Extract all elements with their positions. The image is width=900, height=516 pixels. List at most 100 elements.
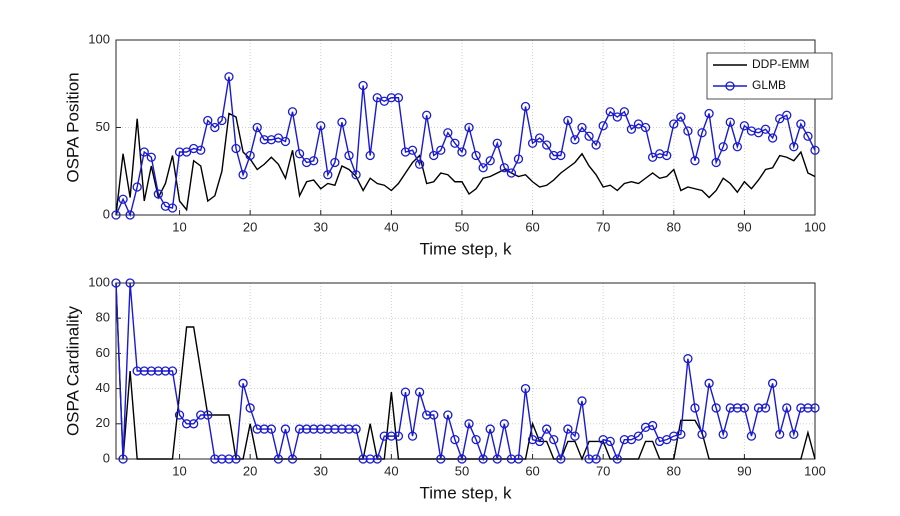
y-axis-label: OSPA Cardinality: [63, 305, 82, 436]
x-tick-label: 40: [384, 463, 398, 478]
point-marker: [386, 431, 397, 441]
point-marker: [450, 434, 460, 445]
point-marker: [478, 163, 488, 173]
point-marker: [111, 278, 121, 288]
point-marker: [767, 133, 778, 143]
point-marker: [309, 156, 319, 166]
point-marker: [393, 93, 404, 103]
point-marker: [167, 203, 178, 213]
point-marker: [612, 112, 622, 122]
point-marker: [471, 150, 481, 161]
point-marker: [139, 147, 149, 157]
point-marker: [330, 424, 340, 434]
point-marker: [450, 138, 460, 148]
point-marker: [506, 454, 517, 464]
point-marker: [718, 429, 728, 440]
point-marker: [252, 424, 262, 434]
x-tick-label: 80: [667, 463, 681, 478]
point-marker: [803, 131, 813, 141]
y-tick-label: 40: [96, 380, 110, 395]
y-tick-label: 50: [96, 119, 110, 134]
point-marker: [591, 140, 601, 150]
y-tick-label: 0: [103, 450, 110, 465]
point-marker: [746, 431, 757, 441]
y-tick-label: 20: [96, 415, 110, 430]
point-marker: [309, 424, 319, 434]
point-marker: [132, 182, 142, 192]
point-marker: [196, 145, 206, 155]
point-marker: [464, 419, 474, 429]
x-axis-label: Time step, k: [420, 483, 512, 502]
point-marker: [181, 419, 192, 429]
point-marker: [810, 145, 820, 155]
point-marker: [125, 210, 135, 220]
point-marker: [633, 431, 644, 441]
point-marker: [287, 107, 298, 117]
point-marker: [556, 150, 566, 161]
point-marker: [584, 454, 594, 464]
point-marker: [739, 403, 750, 413]
point-marker: [669, 119, 679, 129]
point-marker: [414, 387, 425, 397]
point-marker: [407, 431, 418, 441]
point-marker: [196, 410, 206, 420]
point-marker: [231, 143, 241, 154]
point-marker: [238, 170, 248, 180]
point-marker: [365, 150, 375, 161]
x-tick-label: 50: [455, 219, 469, 234]
point-marker: [316, 121, 326, 131]
x-tick-label: 60: [525, 219, 539, 234]
point-marker: [118, 194, 128, 204]
x-tick-label: 20: [243, 219, 257, 234]
point-marker: [203, 410, 213, 420]
point-marker: [386, 93, 397, 103]
x-tick-label: 30: [314, 219, 328, 234]
point-marker: [217, 454, 227, 464]
point-marker: [690, 403, 700, 413]
point-marker: [316, 424, 326, 434]
point-marker: [718, 142, 728, 152]
point-marker: [789, 142, 799, 152]
point-marker: [280, 136, 291, 147]
point-marker: [810, 403, 820, 413]
point-marker: [732, 403, 742, 413]
point-marker: [344, 424, 354, 434]
point-marker: [337, 424, 347, 434]
point-marker: [605, 436, 615, 447]
point-marker: [400, 387, 411, 397]
x-tick-label: 50: [455, 463, 469, 478]
point-marker: [542, 140, 552, 150]
point-marker: [414, 159, 425, 169]
point-marker: [174, 147, 185, 157]
point-marker: [323, 170, 333, 180]
point-marker: [210, 454, 220, 464]
x-tick-label: 20: [243, 463, 257, 478]
point-marker: [167, 366, 178, 376]
point-marker: [697, 128, 707, 138]
point-marker: [294, 424, 305, 434]
point-marker: [760, 124, 771, 134]
plot-area: [116, 283, 815, 459]
point-marker: [266, 424, 276, 434]
point-marker: [210, 122, 220, 133]
point-marker: [570, 431, 580, 441]
point-marker: [429, 410, 439, 420]
x-tick-label: 60: [525, 463, 539, 478]
y-tick-label: 0: [103, 206, 110, 221]
point-marker: [351, 170, 361, 180]
point-marker: [189, 419, 199, 429]
legend-label: DDP-EMM: [752, 57, 809, 71]
point-marker: [111, 210, 121, 220]
point-marker: [513, 454, 524, 464]
point-marker: [485, 156, 495, 166]
point-marker: [259, 135, 269, 145]
point-marker: [506, 168, 517, 178]
point-marker: [443, 128, 453, 138]
point-marker: [457, 147, 467, 157]
point-marker: [549, 150, 559, 161]
x-tick-label: 40: [384, 219, 398, 234]
x-axis-label: Time step, k: [420, 239, 512, 258]
point-marker: [125, 278, 135, 288]
point-marker: [556, 454, 566, 464]
